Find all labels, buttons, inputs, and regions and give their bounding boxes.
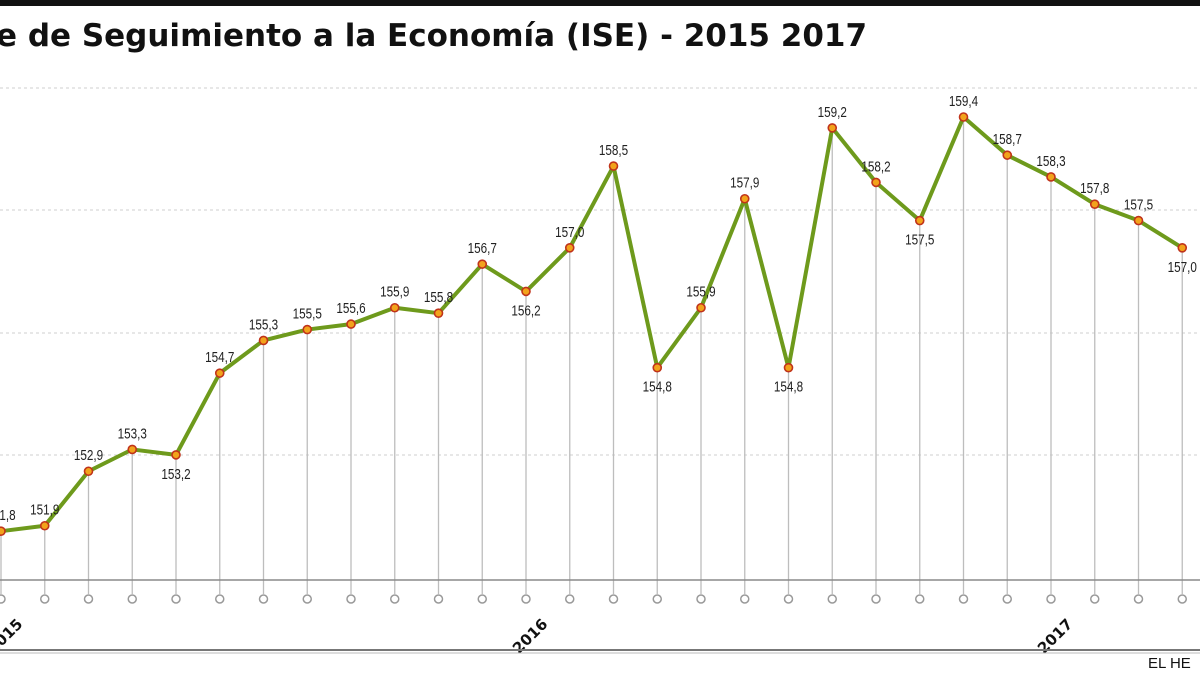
data-label: 158,2	[861, 158, 890, 175]
tick-marker	[740, 594, 750, 604]
data-point	[127, 444, 138, 455]
data-point	[914, 215, 925, 226]
chart-title: e de Seguimiento a la Economía (ISE) - 2…	[0, 18, 867, 54]
tick-marker	[1090, 594, 1100, 604]
data-point	[83, 466, 94, 477]
tick-marker	[652, 594, 662, 604]
data-point	[521, 286, 531, 297]
tick-marker	[871, 594, 881, 604]
data-point	[696, 302, 706, 313]
tick-marker	[1177, 594, 1187, 604]
year-label: 2015	[0, 615, 26, 657]
tick-marker	[127, 594, 137, 604]
data-label: 151,9	[30, 501, 59, 518]
tick-marker	[915, 594, 925, 604]
tick-marker	[83, 594, 94, 604]
gridlines	[0, 87, 1200, 456]
data-point	[652, 362, 663, 373]
tick-marker	[1133, 594, 1144, 604]
tick-marker	[346, 594, 356, 604]
data-point	[389, 302, 400, 313]
data-point	[1089, 199, 1100, 209]
data-label: 158,3	[1036, 153, 1065, 170]
data-label: 154,7	[205, 349, 234, 366]
data-label: 153,3	[118, 425, 147, 442]
data-label: 155,9	[380, 283, 409, 300]
data-point	[739, 193, 750, 204]
data-label: 152,9	[74, 447, 103, 464]
data-point	[564, 243, 575, 253]
data-point	[608, 161, 619, 171]
tick-marker	[1046, 594, 1056, 604]
data-label: 158,5	[599, 142, 628, 159]
data-label: 154,8	[774, 378, 803, 395]
data-label: 157,5	[1124, 196, 1153, 213]
data-point	[1046, 172, 1056, 182]
tick-marker	[1002, 594, 1012, 604]
data-point	[214, 368, 225, 378]
data-label: 151,8	[0, 507, 16, 524]
series-line	[0, 115, 1184, 534]
data-point	[171, 450, 181, 460]
data-point	[827, 123, 838, 133]
data-label: 157,8	[1080, 180, 1109, 197]
x-ticks	[0, 594, 1187, 604]
top-bar	[0, 0, 1200, 6]
data-point	[1177, 243, 1188, 253]
data-point	[433, 308, 444, 319]
tick-marker	[302, 594, 312, 604]
tick-marker	[171, 594, 181, 604]
data-label: 157,0	[1168, 258, 1197, 275]
data-point	[258, 335, 269, 346]
data-label: 155,5	[293, 305, 322, 322]
data-labels: 151,8 151,9 152,9 153,3 153,2 154,7 155,3 155,5…	[0, 93, 1197, 524]
data-label: 159,4	[949, 93, 979, 110]
data-label: 158,7	[993, 131, 1022, 148]
data-point	[346, 319, 356, 329]
tick-marker	[565, 594, 575, 604]
source-credit: EL HE	[1148, 655, 1191, 672]
data-point	[958, 112, 969, 122]
data-label: 157,5	[905, 231, 934, 248]
data-label: 155,3	[249, 316, 278, 333]
data-label: 155,9	[686, 283, 715, 300]
tick-marker	[827, 594, 837, 604]
data-label: 157,9	[730, 174, 759, 191]
tick-marker	[215, 594, 225, 604]
tick-marker	[958, 594, 969, 604]
data-label: 155,6	[336, 300, 365, 317]
stems	[0, 117, 1183, 594]
data-point	[871, 177, 881, 188]
data-label: 157,0	[555, 223, 584, 240]
data-label: 154,8	[643, 378, 672, 395]
tick-marker	[696, 594, 706, 604]
tick-marker	[40, 594, 50, 604]
data-label: 155,8	[424, 289, 453, 306]
data-label: 156,7	[468, 240, 497, 257]
tick-marker	[608, 594, 619, 604]
data-point	[39, 520, 50, 531]
tick-marker	[783, 594, 794, 604]
tick-marker	[433, 594, 444, 604]
tick-marker	[0, 594, 6, 604]
year-labels: 2015 2016 2017	[0, 615, 1076, 657]
data-label: 153,2	[161, 466, 190, 483]
data-point	[302, 324, 313, 335]
data-point	[1002, 150, 1013, 160]
series-line-ise	[0, 115, 1184, 534]
data-point	[0, 526, 6, 536]
tick-marker	[258, 594, 269, 604]
tick-marker	[390, 594, 400, 604]
year-label: 2017	[1034, 615, 1076, 657]
data-label: 156,2	[511, 302, 540, 319]
tick-marker	[477, 594, 487, 604]
data-point	[783, 362, 794, 373]
data-points	[0, 112, 1188, 536]
data-label: 159,2	[818, 104, 847, 121]
year-label: 2016	[509, 615, 551, 657]
data-point	[477, 259, 488, 269]
data-point	[1133, 215, 1144, 226]
tick-marker	[521, 594, 531, 604]
